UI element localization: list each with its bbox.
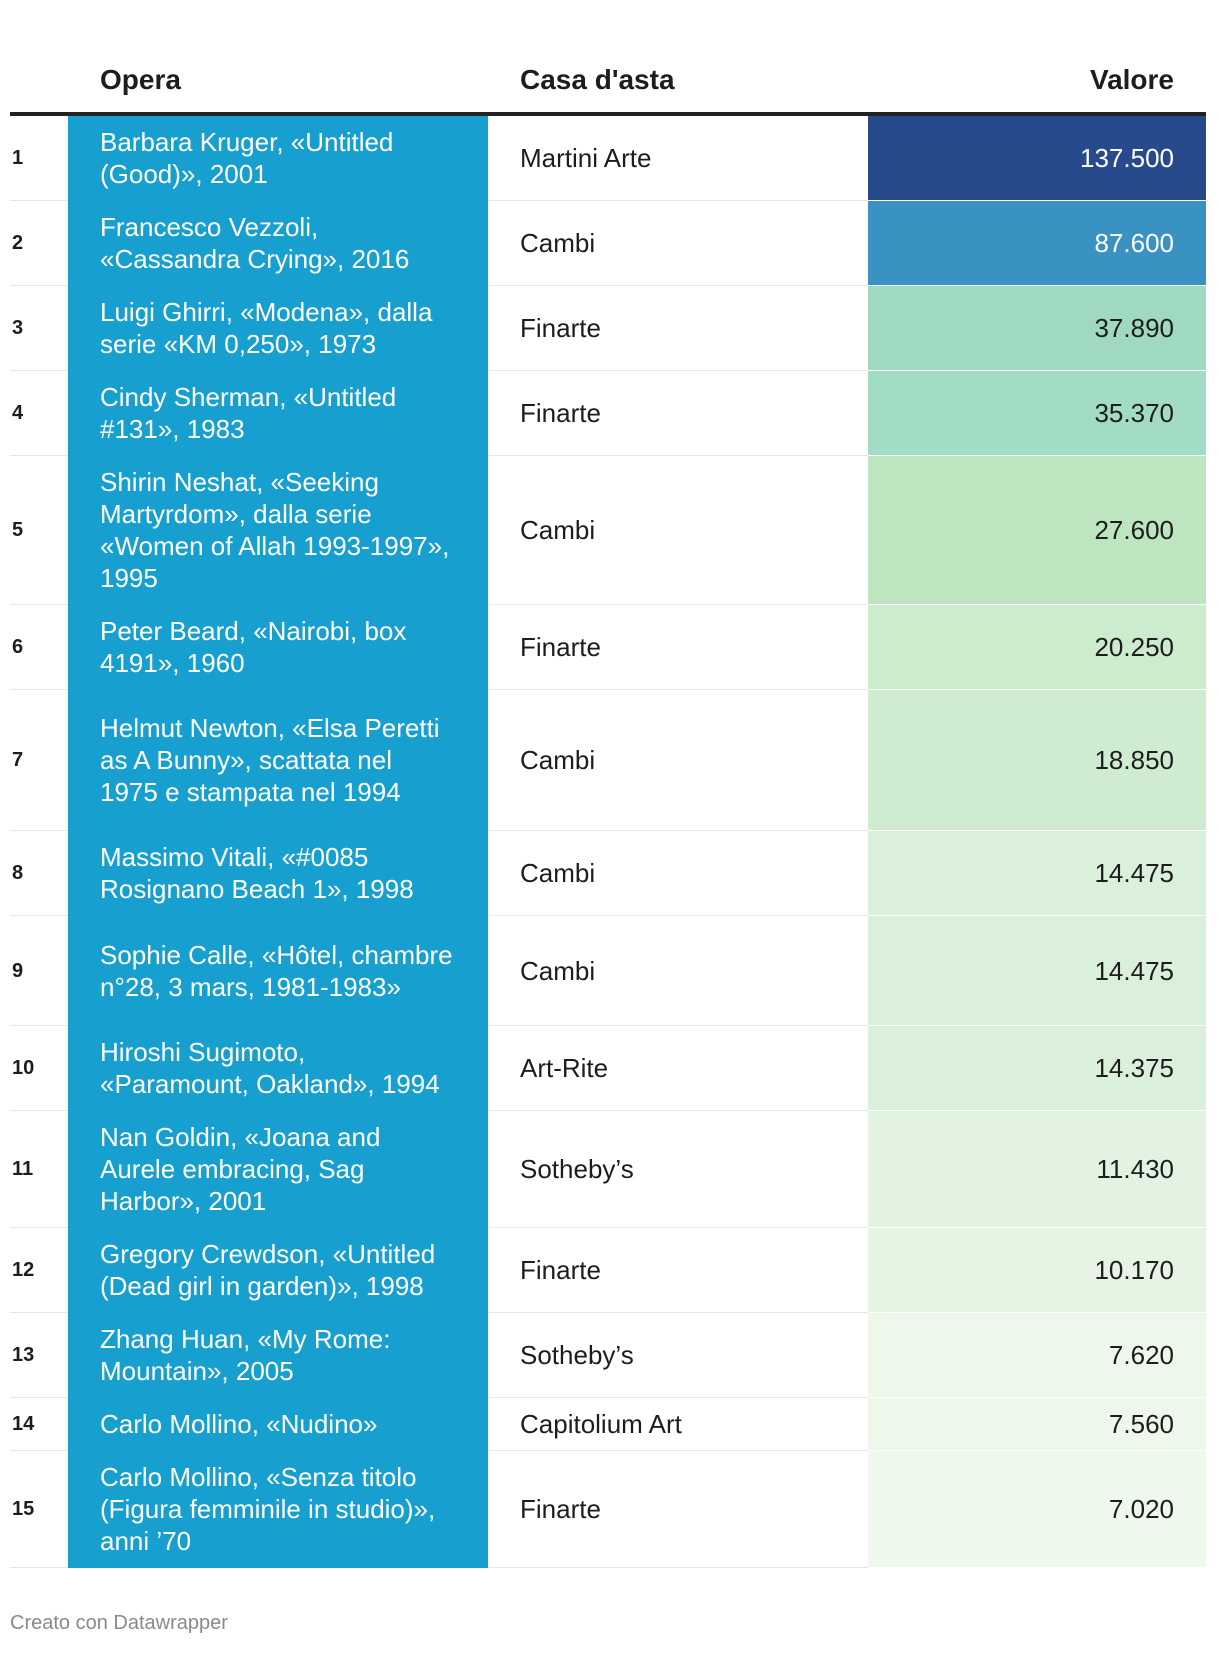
table-row: 12 Gregory Crewdson, «Untitled (Dead girl… xyxy=(10,1227,1206,1313)
rank-cell: 15 xyxy=(10,1450,68,1568)
table-row: 14 Carlo Mollino, «Nudino» Capitolium Art 7… xyxy=(10,1397,1206,1451)
casa-cell: Cambi xyxy=(488,200,868,286)
valore-cell: 14.375 xyxy=(868,1025,1206,1111)
casa-cell: Martini Arte xyxy=(488,114,868,201)
table-row: 13 Zhang Huan, «My Rome: Mountain», 2005 S… xyxy=(10,1312,1206,1398)
valore-cell: 7.020 xyxy=(868,1450,1206,1568)
rank-cell: 6 xyxy=(10,604,68,690)
casa-cell: Finarte xyxy=(488,1450,868,1568)
header-rank[interactable] xyxy=(10,0,68,116)
rank-cell: 12 xyxy=(10,1227,68,1313)
valore-cell: 27.600 xyxy=(868,455,1206,605)
table-row: 2 Francesco Vezzoli, «Cassandra Crying», … xyxy=(10,200,1206,286)
header-casa[interactable]: Casa d'asta xyxy=(488,0,868,116)
opera-cell: Gregory Crewdson, «Untitled (Dead girl i… xyxy=(68,1227,488,1313)
table-row: 15 Carlo Mollino, «Senza titolo (Figura f… xyxy=(10,1450,1206,1568)
rank-cell: 3 xyxy=(10,285,68,371)
rank-cell: 11 xyxy=(10,1110,68,1228)
opera-cell: Sophie Calle, «Hôtel, chambre n°28, 3 ma… xyxy=(68,915,488,1026)
casa-cell: Finarte xyxy=(488,604,868,690)
opera-cell: Carlo Mollino, «Nudino» xyxy=(68,1397,488,1451)
valore-cell: 14.475 xyxy=(868,915,1206,1026)
table-row: 5 Shirin Neshat, «Seeking Martyrdom», dal… xyxy=(10,455,1206,605)
table-row: 9 Sophie Calle, «Hôtel, chambre n°28, 3 m… xyxy=(10,915,1206,1026)
valore-cell: 18.850 xyxy=(868,689,1206,831)
table-row: 8 Massimo Vitali, «#0085 Rosignano Beach … xyxy=(10,830,1206,916)
rank-cell: 13 xyxy=(10,1312,68,1398)
opera-cell: Peter Beard, «Nairobi, box 4191», 1960 xyxy=(68,604,488,690)
casa-cell: Sotheby’s xyxy=(488,1312,868,1398)
table-row: 7 Helmut Newton, «Elsa Peretti as A Bunny… xyxy=(10,689,1206,831)
opera-cell: Hiroshi Sugimoto, «Paramount, Oakland», … xyxy=(68,1025,488,1111)
footer-credit: Creato con Datawrapper xyxy=(10,1612,228,1634)
casa-cell: Sotheby’s xyxy=(488,1110,868,1228)
opera-cell: Nan Goldin, «Joana and Aurele embracing,… xyxy=(68,1110,488,1228)
opera-cell: Helmut Newton, «Elsa Peretti as A Bunny»… xyxy=(68,689,488,831)
valore-cell: 14.475 xyxy=(868,830,1206,916)
opera-cell: Barbara Kruger, «Untitled (Good)», 2001 xyxy=(68,114,488,201)
header-row: Opera Casa d'asta Valore xyxy=(10,0,1206,116)
casa-cell: Cambi xyxy=(488,455,868,605)
table-row: 1 Barbara Kruger, «Untitled (Good)», 2001… xyxy=(10,114,1206,201)
casa-cell: Cambi xyxy=(488,915,868,1026)
rank-cell: 5 xyxy=(10,455,68,605)
opera-cell: Shirin Neshat, «Seeking Martyrdom», dall… xyxy=(68,455,488,605)
rank-cell: 1 xyxy=(10,114,68,201)
table-body: 1 Barbara Kruger, «Untitled (Good)», 2001… xyxy=(10,114,1206,1568)
opera-cell: Carlo Mollino, «Senza titolo (Figura fem… xyxy=(68,1450,488,1568)
rank-cell: 2 xyxy=(10,200,68,286)
ranking-table: Opera Casa d'asta Valore 1 Barbara Kruger… xyxy=(10,0,1206,1568)
casa-cell: Capitolium Art xyxy=(488,1397,868,1451)
opera-cell: Francesco Vezzoli, «Cassandra Crying», 2… xyxy=(68,200,488,286)
casa-cell: Cambi xyxy=(488,830,868,916)
opera-cell: Cindy Sherman, «Untitled #131», 1983 xyxy=(68,370,488,456)
table-row: 4 Cindy Sherman, «Untitled #131», 1983 Fin… xyxy=(10,370,1206,456)
valore-cell: 10.170 xyxy=(868,1227,1206,1313)
table-row: 3 Luigi Ghirri, «Modena», dalla serie «KM… xyxy=(10,285,1206,371)
rank-cell: 8 xyxy=(10,830,68,916)
opera-cell: Massimo Vitali, «#0085 Rosignano Beach 1… xyxy=(68,830,488,916)
valore-cell: 7.560 xyxy=(868,1397,1206,1451)
rank-cell: 14 xyxy=(10,1397,68,1451)
casa-cell: Finarte xyxy=(488,370,868,456)
header-valore[interactable]: Valore xyxy=(868,0,1206,116)
casa-cell: Cambi xyxy=(488,689,868,831)
valore-cell: 11.430 xyxy=(868,1110,1206,1228)
header-opera[interactable]: Opera xyxy=(68,0,488,116)
opera-cell: Luigi Ghirri, «Modena», dalla serie «KM … xyxy=(68,285,488,371)
table-row: 11 Nan Goldin, «Joana and Aurele embracin… xyxy=(10,1110,1206,1228)
rank-cell: 10 xyxy=(10,1025,68,1111)
table-container: Opera Casa d'asta Valore 1 Barbara Kruger… xyxy=(10,0,1206,1568)
valore-cell: 137.500 xyxy=(868,114,1206,201)
table-row: 10 Hiroshi Sugimoto, «Paramount, Oakland»… xyxy=(10,1025,1206,1111)
valore-cell: 20.250 xyxy=(868,604,1206,690)
opera-cell: Zhang Huan, «My Rome: Mountain», 2005 xyxy=(68,1312,488,1398)
valore-cell: 37.890 xyxy=(868,285,1206,371)
rank-cell: 4 xyxy=(10,370,68,456)
valore-cell: 35.370 xyxy=(868,370,1206,456)
rank-cell: 9 xyxy=(10,915,68,1026)
valore-cell: 7.620 xyxy=(868,1312,1206,1398)
casa-cell: Finarte xyxy=(488,1227,868,1313)
rank-cell: 7 xyxy=(10,689,68,831)
table-row: 6 Peter Beard, «Nairobi, box 4191», 1960 F… xyxy=(10,604,1206,690)
casa-cell: Finarte xyxy=(488,285,868,371)
valore-cell: 87.600 xyxy=(868,200,1206,286)
casa-cell: Art-Rite xyxy=(488,1025,868,1111)
